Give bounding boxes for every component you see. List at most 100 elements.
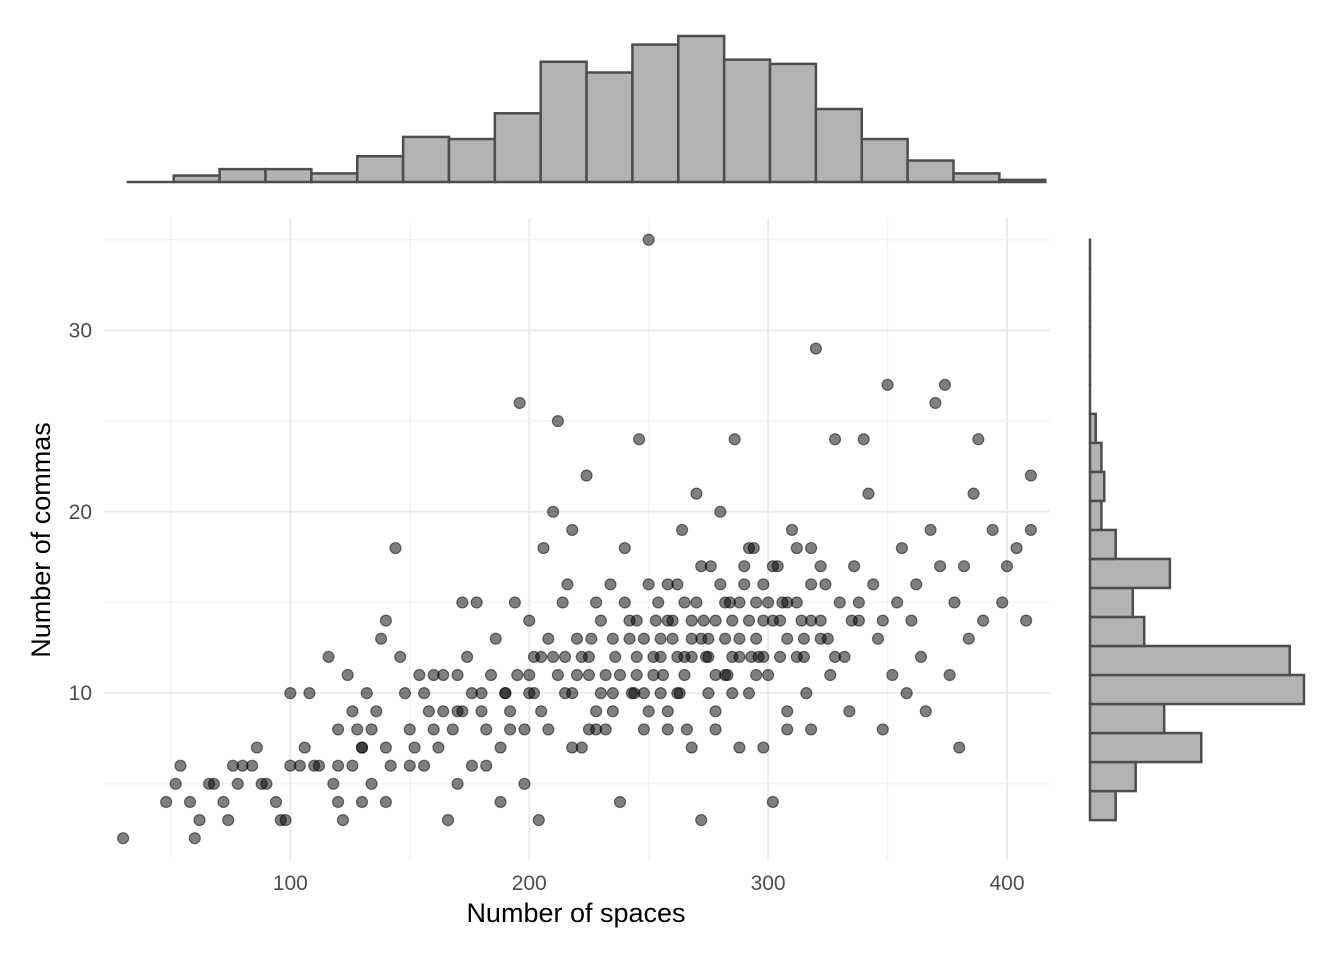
data-point	[519, 778, 530, 789]
data-point	[655, 651, 666, 662]
data-point	[935, 561, 946, 572]
data-point	[655, 633, 666, 644]
data-point	[333, 724, 344, 735]
data-point	[830, 651, 841, 662]
data-point	[978, 615, 989, 626]
data-point	[251, 742, 262, 753]
data-point	[782, 706, 793, 717]
data-point	[333, 760, 344, 771]
data-point	[607, 688, 618, 699]
data-point	[514, 397, 525, 408]
data-point	[404, 760, 415, 771]
data-point	[495, 796, 506, 807]
data-point	[376, 633, 387, 644]
data-point	[822, 633, 833, 644]
data-point	[744, 543, 755, 554]
data-point	[916, 651, 927, 662]
data-point	[787, 524, 798, 535]
data-point	[806, 579, 817, 590]
data-point	[739, 579, 750, 590]
data-point	[118, 833, 129, 844]
top-histogram-bar	[403, 137, 449, 182]
data-point	[767, 615, 778, 626]
top-histogram-bar	[724, 60, 770, 182]
data-point	[328, 778, 339, 789]
y-axis-title: Number of commas	[26, 422, 56, 658]
data-point	[380, 742, 391, 753]
data-point	[734, 742, 745, 753]
data-point	[703, 688, 714, 699]
data-point	[710, 670, 721, 681]
data-point	[939, 379, 950, 390]
data-point	[185, 796, 196, 807]
top-histogram-bar	[632, 45, 678, 182]
data-point	[686, 615, 697, 626]
data-point	[505, 706, 516, 717]
data-point	[280, 815, 291, 826]
data-point	[703, 651, 714, 662]
data-point	[767, 796, 778, 807]
data-point	[423, 706, 434, 717]
data-point	[844, 706, 855, 717]
data-point	[791, 597, 802, 608]
data-point	[447, 724, 458, 735]
data-point	[385, 760, 396, 771]
top-marginal-histogram	[128, 36, 1045, 182]
data-point	[552, 670, 563, 681]
data-point	[973, 434, 984, 445]
data-point	[825, 670, 836, 681]
data-point	[490, 633, 501, 644]
data-point	[775, 651, 786, 662]
data-point	[512, 670, 523, 681]
data-point	[744, 688, 755, 699]
data-point	[562, 579, 573, 590]
data-point	[720, 597, 731, 608]
top-histogram-bar	[541, 62, 587, 182]
data-point	[806, 724, 817, 735]
right-histogram-bar	[1090, 559, 1170, 588]
data-point	[715, 579, 726, 590]
data-point	[987, 524, 998, 535]
data-point	[457, 706, 468, 717]
data-point	[452, 778, 463, 789]
data-point	[638, 724, 649, 735]
data-point	[481, 760, 492, 771]
data-point	[595, 615, 606, 626]
data-point	[674, 688, 685, 699]
data-point	[572, 670, 583, 681]
data-point	[729, 434, 740, 445]
right-histogram-bar	[1090, 414, 1096, 443]
data-point	[607, 633, 618, 644]
data-point	[631, 651, 642, 662]
data-point	[519, 724, 530, 735]
data-point	[271, 796, 282, 807]
data-point	[352, 724, 363, 735]
top-histogram-bar	[999, 180, 1045, 182]
y-tick-label: 20	[69, 501, 92, 524]
data-point	[751, 597, 762, 608]
y-tick-label: 30	[69, 319, 92, 342]
data-point	[643, 234, 654, 245]
data-point	[782, 724, 793, 735]
data-point	[600, 670, 611, 681]
data-point	[380, 615, 391, 626]
data-point	[667, 633, 678, 644]
data-point	[347, 706, 358, 717]
data-point	[505, 724, 516, 735]
data-point	[763, 597, 774, 608]
data-point	[500, 688, 511, 699]
data-point	[638, 633, 649, 644]
data-point	[285, 688, 296, 699]
data-point	[846, 615, 857, 626]
data-point	[696, 561, 707, 572]
data-point	[634, 434, 645, 445]
data-point	[380, 796, 391, 807]
data-point	[815, 615, 826, 626]
data-point	[963, 633, 974, 644]
top-histogram-bar	[770, 64, 816, 182]
data-point	[887, 670, 898, 681]
data-point	[679, 597, 690, 608]
data-point	[400, 688, 411, 699]
data-point	[433, 742, 444, 753]
data-point	[849, 561, 860, 572]
